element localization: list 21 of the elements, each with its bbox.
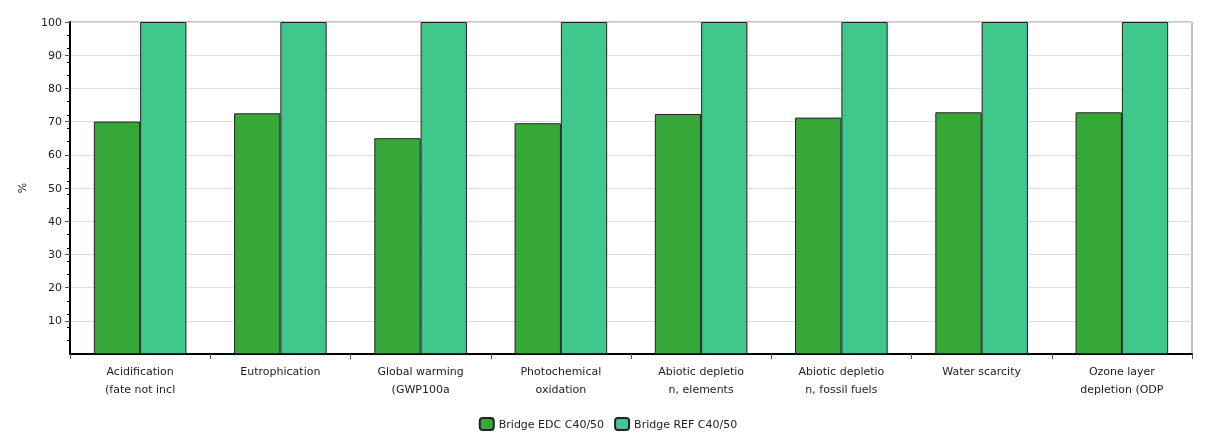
y-axis-title: %	[16, 182, 29, 194]
x-tick-label: Abiotic depletio n, fossil fuels	[798, 364, 885, 396]
x-tick-label: Eutrophication	[240, 364, 321, 378]
y-tick-label: 80	[48, 81, 62, 95]
x-tick-label: Abiotic depletio n, elements	[658, 364, 745, 396]
x-tick-label: Water scarcity	[942, 364, 1022, 378]
y-tick-label: 30	[48, 247, 62, 261]
y-tick-label: 50	[48, 181, 62, 195]
x-tick-label: Ozone layer depletion (ODP	[1080, 364, 1164, 396]
y-tick-label: 90	[48, 48, 62, 62]
x-tick-label: Acidification (fate not incl	[105, 364, 176, 396]
x-tick-label: Photochemical oxidation	[520, 364, 602, 396]
legend-label: Bridge REF C40/50	[634, 417, 738, 431]
legend-label: Bridge EDC C40/50	[498, 417, 605, 431]
y-tick-label: 100	[41, 15, 62, 29]
y-tick-label: 70	[48, 115, 62, 129]
y-tick-label: 20	[48, 281, 62, 295]
y-tick-label: 40	[48, 214, 62, 228]
y-tick-label: 60	[48, 148, 62, 162]
y-tick-label: 10	[48, 314, 62, 328]
x-tick-label: Global warming (GWP100a	[377, 364, 464, 396]
